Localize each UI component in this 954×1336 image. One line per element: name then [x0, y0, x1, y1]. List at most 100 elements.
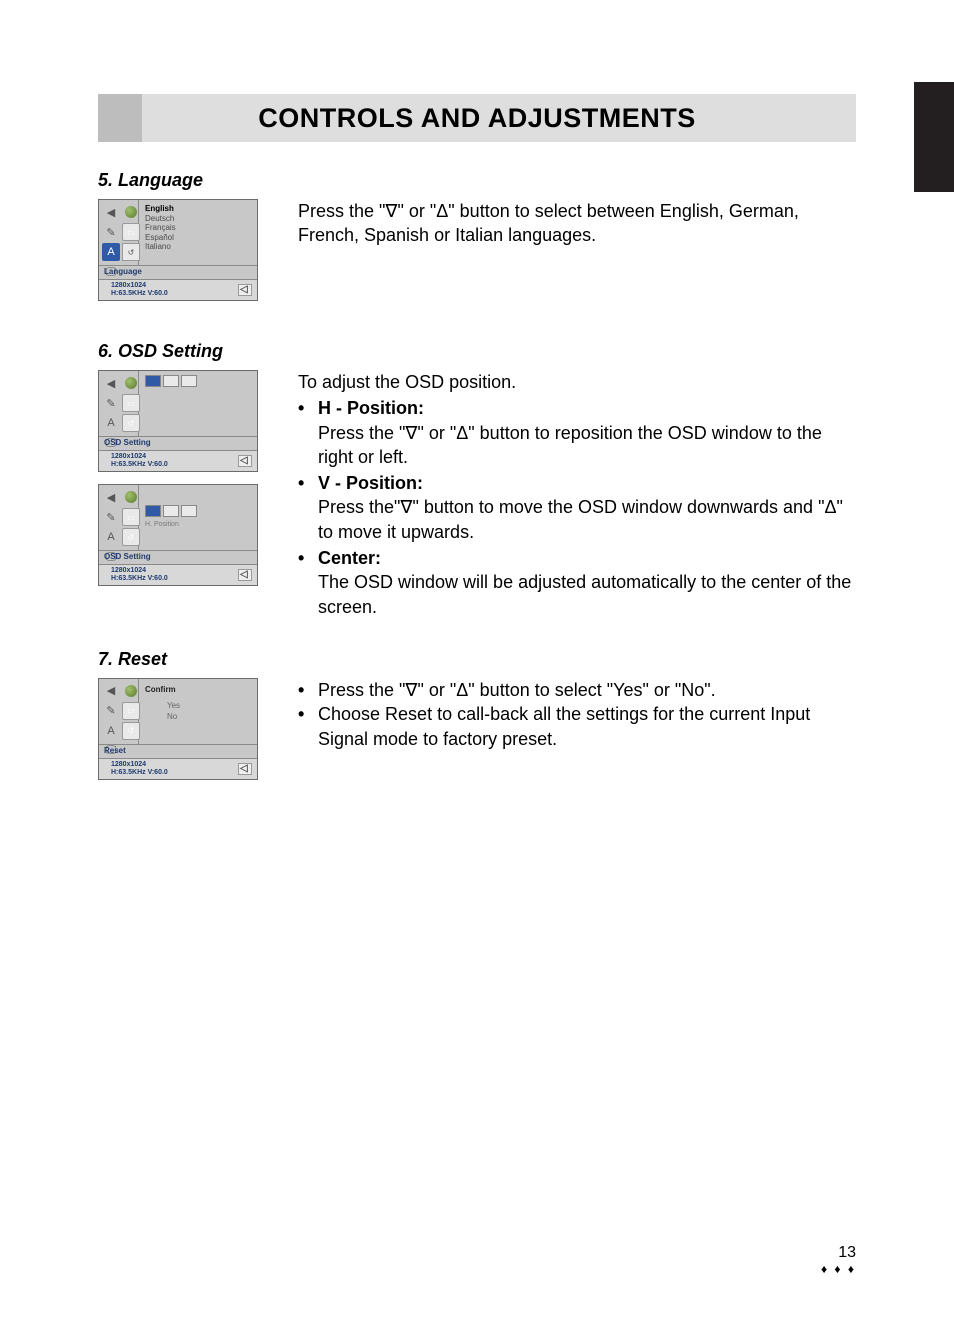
section-banner: CONTROLS AND ADJUSTMENTS — [98, 94, 856, 142]
vpos-icon — [163, 505, 179, 517]
banner-accent — [98, 94, 142, 142]
color-icon — [122, 374, 140, 392]
bullet-title: H - Position: — [318, 398, 424, 418]
reset-icon: ↺ — [122, 243, 140, 261]
page-content: CONTROLS AND ADJUSTMENTS 5. Language ◀ ✎… — [98, 94, 856, 792]
bullet-h-position: • H - Position: — [298, 396, 856, 420]
osd-status-bar: 1280x1024 H:63.5KHz V:60.0 — [99, 451, 257, 471]
osd-strip-label: OSD Setting — [99, 437, 257, 451]
osd-resolution: 1280x1024 — [111, 282, 168, 290]
speaker-icon: ◀ — [102, 488, 120, 506]
osd-icon-grid: ◀ ✎ ▭ A ↺ 🖵 — [99, 485, 139, 550]
row-osd-setting: ◀ ✎ ▭ A ↺ 🖵 — [98, 370, 856, 621]
osd-setting-screenshot-1: ◀ ✎ ▭ A ↺ 🖵 — [98, 370, 258, 472]
bullet-marker: • — [298, 471, 318, 495]
osd-status-bar: 1280x1024 H:63.5KHz V:60.0 — [99, 759, 257, 779]
reset-bullet-1-text: Press the "∇" or "Δ" button to select "Y… — [318, 678, 856, 702]
osd-reset-screenshot: ◀ ✎ ▭ A ↺ 🖵 Confirm Yes No Reset — [98, 678, 258, 780]
heading-reset: 7. Reset — [98, 649, 856, 670]
reset-icon: ↺ — [122, 722, 140, 740]
osd-language-list: English Deutsch Français Español Italian… — [139, 200, 257, 265]
lang-deutsch: Deutsch — [145, 214, 251, 224]
page-footer: 13 ♦ ♦ ♦ — [821, 1244, 856, 1276]
reset-icon: ↺ — [122, 414, 140, 432]
osd-setting-body — [139, 371, 257, 436]
bullet-v-position: • V - Position: — [298, 471, 856, 495]
heading-osd-setting: 6. OSD Setting — [98, 341, 856, 362]
bullet-center: • Center: — [298, 546, 856, 570]
speaker-status-icon — [238, 284, 252, 296]
reset-bullet-2: • Choose Reset to call-back all the sett… — [298, 702, 856, 751]
reset-bullet-2-text: Choose Reset to call-back all the settin… — [318, 702, 856, 751]
osd-resolution: 1280x1024 — [111, 567, 168, 575]
osd-icon-grid: ◀ ✎ ▭ A ↺ 🖵 — [99, 679, 139, 744]
speaker-status-icon — [238, 455, 252, 467]
color-icon — [122, 203, 140, 221]
bullet-h-body: Press the "∇" or "Δ" button to repositio… — [298, 421, 856, 470]
osd-refresh: H:63.5KHz V:60.0 — [111, 461, 168, 469]
bullet-marker: • — [298, 678, 318, 702]
bullet-marker: • — [298, 396, 318, 420]
osd-resolution: 1280x1024 — [111, 453, 168, 461]
bullet-marker: • — [298, 702, 318, 751]
heading-language: 5. Language — [98, 170, 856, 191]
bullet-title: Center: — [318, 548, 381, 568]
osd-strip-label: Language — [99, 266, 257, 280]
bullet-v-body: Press the"∇" button to move the OSD wind… — [298, 495, 856, 544]
osd-refresh: H:63.5KHz V:60.0 — [111, 290, 168, 298]
language-body: Press the "∇" or "Δ" button to select be… — [298, 199, 856, 248]
osd-setting-screenshot-2: ◀ ✎ ▭ A ↺ 🖵 H. Positi — [98, 484, 258, 586]
screen-icon: ▭ — [122, 508, 140, 526]
osd-language-screenshot: ◀ ✎ ▭ A ↺ 🖵 English Deutsch Français Esp… — [98, 199, 258, 301]
language-icon: A — [102, 528, 120, 546]
lang-english: English — [145, 204, 251, 214]
lang-espanol: Español — [145, 233, 251, 243]
center-icon — [181, 505, 197, 517]
wand-icon: ✎ — [102, 223, 120, 241]
reset-bullet-1: • Press the "∇" or "Δ" button to select … — [298, 678, 856, 702]
lang-francais: Français — [145, 223, 251, 233]
osd-icon-grid: ◀ ✎ ▭ A ↺ 🖵 — [99, 371, 139, 436]
osd-strip-label: Reset — [99, 745, 257, 759]
center-icon — [181, 375, 197, 387]
speaker-status-icon — [238, 569, 252, 581]
osd-status-bar: 1280x1024 H:63.5KHz V:60.0 — [99, 565, 257, 585]
osd-intro: To adjust the OSD position. — [298, 370, 856, 394]
hpos-icon — [145, 505, 161, 517]
osd-resolution: 1280x1024 — [111, 761, 168, 769]
page-edge-tab — [914, 82, 954, 192]
vpos-icon — [163, 375, 179, 387]
bullet-marker: • — [298, 546, 318, 570]
osd-refresh: H:63.5KHz V:60.0 — [111, 769, 168, 777]
language-icon: A — [102, 414, 120, 432]
osd-refresh: H:63.5KHz V:60.0 — [111, 575, 168, 583]
lang-italiano: Italiano — [145, 242, 251, 252]
banner-title: CONTROLS AND ADJUSTMENTS — [258, 103, 696, 134]
speaker-icon: ◀ — [102, 203, 120, 221]
confirm-label: Confirm — [145, 685, 251, 695]
confirm-no: No — [145, 712, 251, 722]
language-icon: A — [102, 243, 120, 261]
osd-setting-body-2: H. Position — [139, 485, 257, 550]
speaker-status-icon — [238, 763, 252, 775]
bullet-title: V - Position: — [318, 473, 423, 493]
osd-strip-label: OSD Setting — [99, 551, 257, 565]
color-icon — [122, 682, 140, 700]
osd-sublabel: H. Position — [145, 521, 251, 529]
screen-icon: ▭ — [122, 702, 140, 720]
footer-diamonds: ♦ ♦ ♦ — [821, 1262, 856, 1276]
osd-reset-body: Confirm Yes No — [139, 679, 257, 744]
osd-icon-grid: ◀ ✎ ▭ A ↺ 🖵 — [99, 200, 139, 265]
row-reset: ◀ ✎ ▭ A ↺ 🖵 Confirm Yes No Reset — [98, 678, 856, 792]
reset-icon: ↺ — [122, 528, 140, 546]
screen-icon: ▭ — [122, 394, 140, 412]
wand-icon: ✎ — [102, 702, 120, 720]
language-icon: A — [102, 722, 120, 740]
color-icon — [122, 488, 140, 506]
speaker-icon: ◀ — [102, 682, 120, 700]
hpos-icon — [145, 375, 161, 387]
screen-icon: ▭ — [122, 223, 140, 241]
row-language: ◀ ✎ ▭ A ↺ 🖵 English Deutsch Français Esp… — [98, 199, 856, 313]
page-number: 13 — [821, 1244, 856, 1262]
confirm-yes: Yes — [145, 701, 251, 711]
